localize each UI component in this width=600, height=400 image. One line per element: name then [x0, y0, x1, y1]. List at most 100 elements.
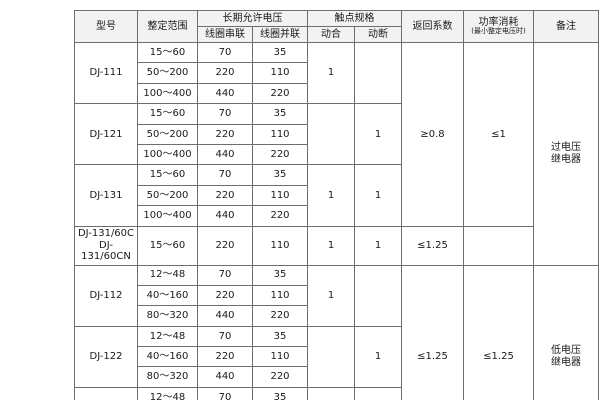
cell-coil-series: 220: [197, 62, 253, 84]
cell-contact-make: [307, 103, 355, 166]
cell-coil-parallel: 110: [252, 346, 308, 368]
cell-coil-parallel: 220: [252, 82, 308, 105]
table-row: DJ-111 15～60 70 35 1 ≥0.8 ≤1 过电压 继电器: [74, 41, 599, 266]
cell-contact-make: [307, 325, 355, 388]
cell-contact-break: 1: [354, 164, 402, 227]
cell-range: 40～160: [137, 346, 198, 368]
table-row: DJ-132 12～48 70 35 1 1: [74, 386, 599, 400]
cell-range: 12～48: [137, 325, 198, 348]
cell-model: DJ-131: [74, 164, 138, 227]
header-return-coefficient: 返回系数: [401, 10, 464, 43]
cell-model: DJ-122: [74, 325, 138, 388]
cell-power: ≤1: [463, 42, 534, 227]
cell-model: DJ-111: [74, 41, 138, 105]
cell-coil-parallel: 110: [252, 184, 308, 207]
cell-coil-series: 440: [197, 366, 253, 388]
cell-coil-series: 70: [197, 325, 253, 348]
cell-power: ≤1.25: [463, 264, 534, 400]
cell-coil-series: 220: [197, 225, 253, 266]
relay-spec-table: 型号 整定范围 长期允许电压 触点规格 返回系数 功率消耗 (最小整定电压时) …: [74, 10, 599, 400]
cell-coil-parallel: 220: [252, 143, 308, 166]
cell-range: 15～60: [137, 103, 198, 125]
cell-coil-parallel: 35: [252, 164, 308, 186]
remark-line-2: 继电器: [551, 356, 581, 368]
cell-return-coefficient: ≥0.8: [401, 42, 464, 227]
cell-coil-series: 70: [197, 164, 253, 186]
cell-coil-parallel: 110: [252, 225, 308, 266]
cell-model: DJ-112: [74, 264, 138, 327]
cell-return-coefficient: ≤1.25: [401, 264, 464, 400]
cell-contact-make: 1: [307, 264, 355, 327]
cell-coil-parallel: 220: [252, 366, 308, 388]
cell-contact-make: 1: [307, 41, 355, 105]
header-long-term-voltage: 长期允许电压: [197, 10, 308, 27]
cell-contact-make: 1: [307, 225, 355, 266]
table-header-row-2: 线圈串联 线圈并联 动合 动断: [75, 26, 599, 43]
cell-contact-break: [354, 264, 402, 327]
cell-coil-series: 70: [197, 41, 253, 64]
cell-range: 100～400: [137, 143, 198, 166]
cell-contact-break: 1: [354, 386, 402, 400]
header-remark: 备注: [533, 10, 599, 43]
table-row: 50～200 220 110: [75, 184, 599, 207]
cell-range: 40～160: [137, 284, 198, 307]
header-model: 型号: [74, 10, 138, 43]
table-row: 80～320 440 220: [75, 366, 599, 388]
table-row: DJ-112 12～48 70 35 1 ≤1.25 ≤1.25 低电压 继电器: [74, 264, 599, 400]
table-row: 40～160 220 110: [75, 284, 599, 307]
cell-coil-parallel: 110: [252, 284, 308, 307]
header-power-consumption: 功率消耗 (最小整定电压时): [463, 10, 534, 43]
cell-model: DJ-132: [74, 386, 138, 400]
cell-coil-series: 220: [197, 284, 253, 307]
cell-coil-parallel: 220: [252, 205, 308, 227]
cell-contact-break: 1: [354, 225, 402, 266]
cell-remark: 低电压 继电器: [533, 264, 599, 400]
cell-coil-parallel: 35: [252, 41, 308, 64]
cell-coil-series: 220: [197, 123, 253, 145]
cell-coil-series: 440: [197, 82, 253, 105]
cell-coil-series: 220: [197, 346, 253, 368]
cell-coil-parallel: 35: [252, 103, 308, 125]
header-coil-parallel: 线圈并联: [252, 26, 308, 43]
cell-range: 80～320: [137, 366, 198, 388]
cell-range: 80～320: [137, 305, 198, 327]
cell-model: DJ-131/60C DJ-131/60CN: [74, 225, 138, 266]
table-header-row-1: 型号 整定范围 长期允许电压 触点规格 返回系数 功率消耗 (最小整定电压时) …: [74, 10, 599, 43]
cell-coil-series: 220: [197, 184, 253, 207]
cell-range: 15～60: [137, 164, 198, 186]
table-row: 40～160 220 110: [75, 346, 599, 368]
cell-contact-break: 1: [354, 103, 402, 166]
cell-range: 50～200: [137, 123, 198, 145]
header-coil-series: 线圈串联: [197, 26, 253, 43]
cell-coil-series: 70: [197, 103, 253, 125]
table-row: DJ-131 15～60 70 35 1 1: [74, 164, 599, 227]
remark-line-1: 低电压: [551, 345, 581, 357]
header-power-consumption-note: (最小整定电压时): [471, 27, 526, 36]
cell-coil-parallel: 35: [252, 325, 308, 348]
cell-model: DJ-121: [74, 103, 138, 166]
table-row: 100～400 440 220: [75, 205, 599, 227]
cell-coil-series: 440: [197, 305, 253, 327]
table-row: DJ-131/60C DJ-131/60CN 15～60 220 110 1 1…: [74, 225, 599, 266]
cell-contact-make: 1: [307, 386, 355, 400]
cell-contact-break: [354, 41, 402, 105]
cell-remark: 过电压 继电器: [533, 42, 599, 266]
header-contact-spec: 触点规格: [307, 10, 402, 27]
cell-contact-make: 1: [307, 164, 355, 227]
cell-range: 15～60: [137, 225, 198, 266]
cell-range: 12～48: [137, 386, 198, 400]
header-power-consumption-main: 功率消耗: [478, 16, 519, 28]
header-contact-break: 动断: [354, 26, 402, 43]
table-row: 100～400 440 220: [75, 143, 599, 166]
cell-model-line-1: DJ-131/60C: [77, 228, 135, 240]
cell-range: 100～400: [137, 205, 198, 227]
cell-range: 50～200: [137, 62, 198, 84]
cell-range: 100～400: [137, 82, 198, 105]
cell-range: 50～200: [137, 184, 198, 207]
cell-coil-series: 70: [197, 264, 253, 286]
cell-coil-parallel: 220: [252, 305, 308, 327]
cell-range: 15～60: [137, 41, 198, 64]
cell-coil-series: 440: [197, 205, 253, 227]
header-contact-make: 动合: [307, 26, 355, 43]
